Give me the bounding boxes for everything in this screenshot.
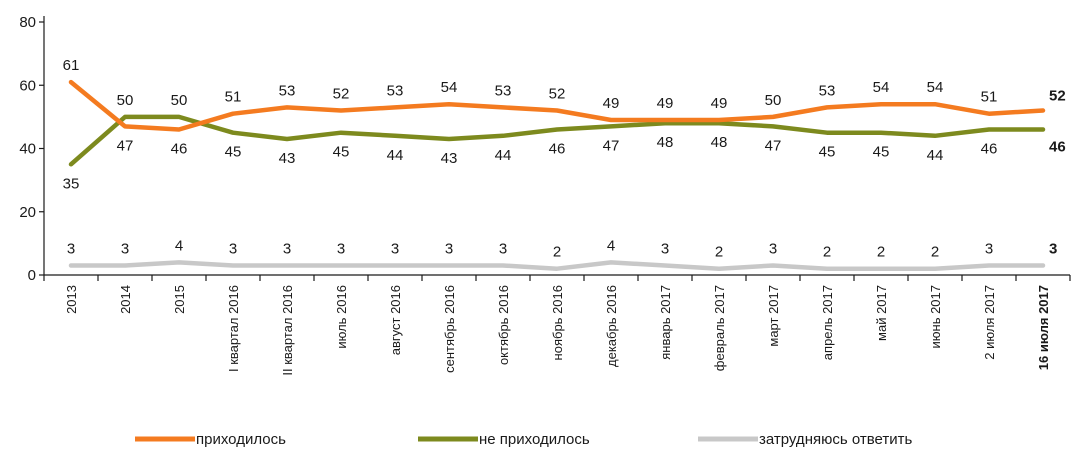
data-label: 52 bbox=[1049, 88, 1066, 105]
data-label: 47 bbox=[117, 137, 134, 154]
data-label: 54 bbox=[441, 79, 458, 96]
data-label: 54 bbox=[927, 79, 944, 96]
data-label: 45 bbox=[333, 144, 350, 161]
series-line-1 bbox=[68, 114, 1046, 167]
x-category-label: 2 июля 2017 bbox=[982, 285, 997, 360]
data-label: 3 bbox=[283, 241, 291, 258]
legend-label-0: приходилось bbox=[196, 431, 286, 448]
data-label: 51 bbox=[981, 89, 998, 106]
data-label: 3 bbox=[661, 241, 669, 258]
data-label: 2 bbox=[715, 244, 723, 261]
data-label: 54 bbox=[873, 79, 890, 96]
data-label: 50 bbox=[765, 92, 782, 109]
x-category-label: 16 июля 2017 bbox=[1036, 285, 1051, 370]
data-label: 3 bbox=[1049, 241, 1057, 258]
legend: приходилось не приходилось затрудняюсь отв… bbox=[135, 431, 912, 448]
data-label: 53 bbox=[819, 82, 836, 99]
x-category-label: сентябрь 2016 bbox=[442, 285, 457, 373]
data-label: 3 bbox=[769, 241, 777, 258]
data-label: 44 bbox=[387, 147, 404, 164]
data-label: 45 bbox=[819, 144, 836, 161]
data-label: 43 bbox=[441, 150, 458, 167]
data-label: 3 bbox=[229, 241, 237, 258]
data-label: 3 bbox=[121, 241, 129, 258]
x-category-label: июль 2016 bbox=[334, 285, 349, 349]
x-category-label: март 2017 bbox=[766, 285, 781, 347]
series-line-0 bbox=[68, 79, 1046, 132]
x-category-label: декабрь 2016 bbox=[604, 285, 619, 367]
data-label: 3 bbox=[391, 241, 399, 258]
data-label: 35 bbox=[63, 175, 80, 192]
data-label: 51 bbox=[225, 89, 242, 106]
x-category-label: апрель 2017 bbox=[820, 285, 835, 360]
x-category-label: январь 2017 bbox=[658, 285, 673, 360]
data-label: 61 bbox=[63, 57, 80, 74]
data-label: 52 bbox=[333, 86, 350, 103]
x-category-label: октябрь 2016 bbox=[496, 285, 511, 365]
y-tick-label: 40 bbox=[19, 141, 36, 158]
x-category-label: II квартал 2016 bbox=[280, 285, 295, 376]
data-label: 53 bbox=[387, 82, 404, 99]
series-lines bbox=[68, 79, 1046, 271]
data-label: 46 bbox=[1049, 139, 1066, 156]
legend-label-2: затрудняюсь ответить bbox=[759, 431, 912, 448]
data-label: 49 bbox=[657, 95, 674, 112]
x-category-label: 2013 bbox=[64, 285, 79, 314]
data-label: 46 bbox=[549, 141, 566, 158]
legend-label-1: не приходилось bbox=[479, 431, 590, 448]
data-label: 3 bbox=[445, 241, 453, 258]
data-label: 46 bbox=[171, 141, 188, 158]
data-label: 50 bbox=[171, 92, 188, 109]
data-label: 48 bbox=[657, 134, 674, 151]
x-category-label: I квартал 2016 bbox=[226, 285, 241, 372]
x-axis-labels: 2013 2014 2015 I квартал 2016 II квартал 201… bbox=[64, 285, 1051, 376]
data-label: 3 bbox=[337, 241, 345, 258]
data-label: 3 bbox=[67, 241, 75, 258]
x-category-label: 2015 bbox=[172, 285, 187, 314]
data-label: 49 bbox=[711, 95, 728, 112]
data-label: 48 bbox=[711, 134, 728, 151]
x-category-label: февраль 2017 bbox=[712, 285, 727, 371]
data-label: 44 bbox=[927, 147, 944, 164]
x-category-label: 2014 bbox=[118, 285, 133, 314]
series-line-2 bbox=[68, 260, 1046, 271]
data-label: 2 bbox=[931, 244, 939, 261]
x-category-label: май 2017 bbox=[874, 285, 889, 341]
data-label: 45 bbox=[225, 144, 242, 161]
data-label: 4 bbox=[175, 237, 183, 254]
data-label: 43 bbox=[279, 150, 296, 167]
data-label: 3 bbox=[499, 241, 507, 258]
x-category-label: ноябрь 2016 bbox=[550, 285, 565, 360]
data-label: 47 bbox=[765, 137, 782, 154]
data-label: 46 bbox=[981, 141, 998, 158]
data-label: 3 bbox=[985, 241, 993, 258]
y-tick-label: 20 bbox=[19, 204, 36, 221]
data-label: 50 bbox=[117, 92, 134, 109]
data-label: 45 bbox=[873, 144, 890, 161]
y-tick-label: 60 bbox=[19, 77, 36, 94]
data-label: 52 bbox=[549, 86, 566, 103]
y-tick-label: 80 bbox=[19, 14, 36, 31]
y-tick-label: 0 bbox=[28, 267, 36, 284]
data-label: 2 bbox=[823, 244, 831, 261]
data-label: 53 bbox=[279, 82, 296, 99]
data-label: 4 bbox=[607, 237, 615, 254]
data-label: 44 bbox=[495, 147, 512, 164]
data-labels: 6135350473504645145353433524535344354433… bbox=[63, 57, 1066, 261]
data-label: 47 bbox=[603, 137, 620, 154]
data-label: 2 bbox=[877, 244, 885, 261]
x-category-label: июнь 2017 bbox=[928, 285, 943, 349]
data-label: 49 bbox=[603, 95, 620, 112]
data-label: 2 bbox=[553, 244, 561, 261]
data-label: 53 bbox=[495, 82, 512, 99]
axes: 0 20 40 60 80 bbox=[19, 14, 1071, 284]
x-category-label: август 2016 bbox=[388, 285, 403, 355]
